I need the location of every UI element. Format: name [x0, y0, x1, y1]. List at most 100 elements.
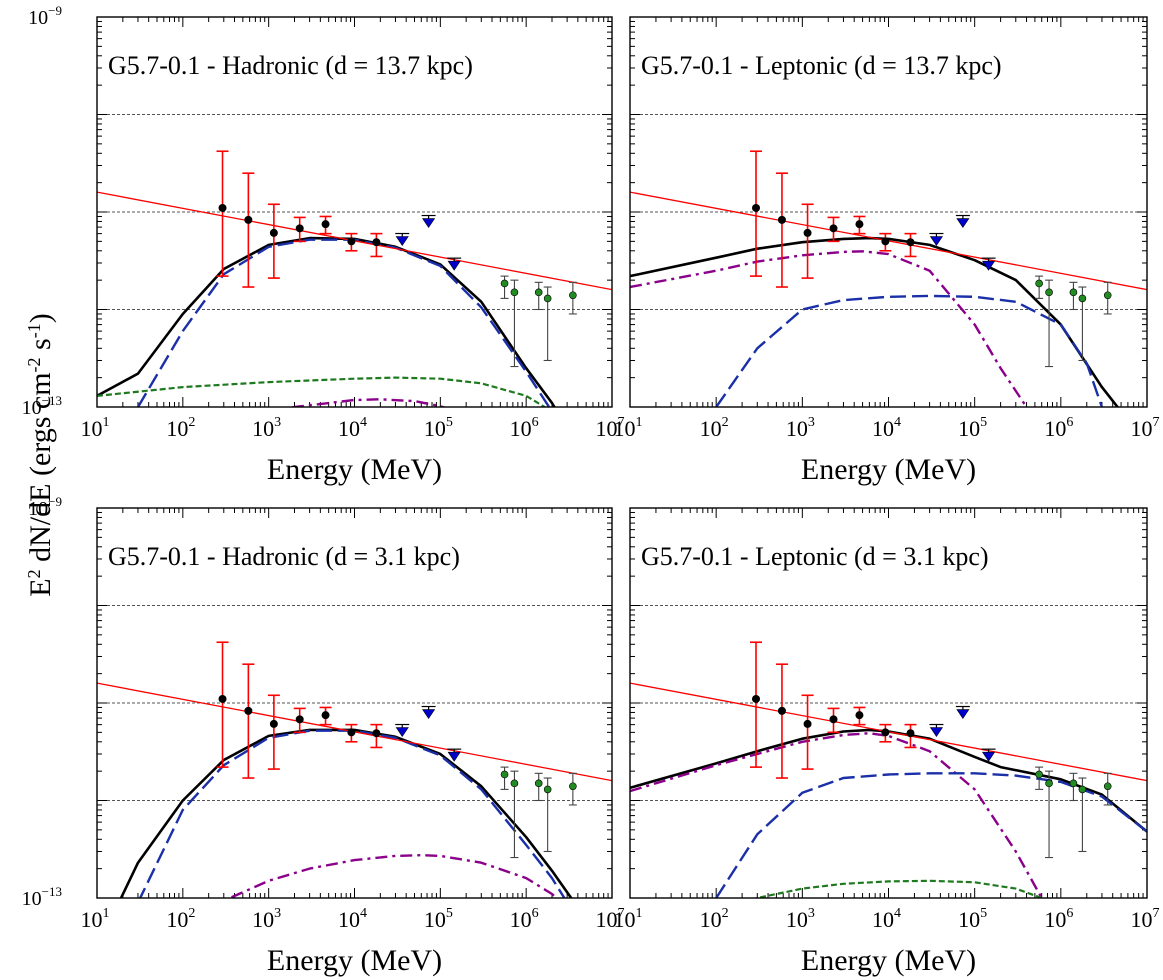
- y-tick-label: 10−9: [28, 3, 62, 29]
- chart-panel-2: G5.7-0.1 - Leptonic (d = 13.7 kpc) 101 102…: [614, 16, 1160, 486]
- x-tick-label: 107: [1131, 906, 1160, 932]
- x-tick-label: 104: [872, 415, 901, 441]
- upper-limit-marker: [447, 260, 461, 271]
- data-point: [1078, 785, 1087, 794]
- x-axis-label: Energy (MeV): [267, 453, 442, 486]
- x-tick-label: 103: [252, 415, 281, 441]
- data-point: [1035, 279, 1043, 288]
- data-point: [500, 770, 509, 779]
- x-tick-label: 101: [614, 906, 643, 932]
- series-line-pi0: [715, 294, 1104, 407]
- data-point: [829, 224, 838, 233]
- x-tick-label: 106: [1044, 906, 1073, 932]
- x-axis-label: Energy (MeV): [267, 944, 442, 977]
- y-axis-label: E2 dN/dE (ergs cm-2 s-1): [24, 313, 57, 596]
- data-point: [543, 785, 552, 794]
- series-line-total: [630, 236, 1120, 407]
- x-tick-label: 103: [252, 906, 281, 932]
- upper-limit-marker: [447, 751, 461, 762]
- data-point: [855, 220, 864, 229]
- x-tick-label: 101: [614, 415, 643, 441]
- data-point: [1069, 288, 1078, 297]
- x-tick-label: 102: [166, 415, 195, 441]
- chart-title: G5.7-0.1 - Leptonic (d = 13.7 kpc): [641, 51, 1002, 80]
- data-point: [500, 279, 509, 288]
- data-point: [295, 224, 304, 233]
- data-point: [1035, 770, 1043, 779]
- upper-limit-marker: [982, 751, 996, 762]
- series-line-ic: [752, 879, 1043, 898]
- y-tick-label: 10−9: [28, 494, 62, 520]
- data-point: [372, 238, 381, 247]
- series-line-total: [119, 728, 573, 898]
- y-tick-label: 10−13: [22, 393, 62, 419]
- plot-frame: [629, 507, 1148, 899]
- data-point: [881, 237, 890, 246]
- data-point: [510, 288, 519, 297]
- upper-limit-marker: [982, 260, 996, 271]
- chart-title: G5.7-0.1 - Hadronic (d = 13.7 kpc): [108, 51, 473, 80]
- data-point: [1045, 779, 1053, 788]
- plot-frame: [96, 507, 613, 899]
- data-point: [269, 719, 278, 728]
- data-point: [777, 706, 786, 715]
- plot-frame: [96, 16, 613, 408]
- data-point: [321, 220, 330, 229]
- x-tick-label: 102: [166, 906, 195, 932]
- data-point: [347, 728, 356, 737]
- data-point: [752, 203, 761, 212]
- series-line-total: [630, 728, 1147, 833]
- data-point: [752, 694, 761, 703]
- data-point: [510, 779, 519, 788]
- chart-panel-1: G5.7-0.1 - Hadronic (d = 13.7 kpc) 101 102…: [22, 3, 625, 486]
- upper-limit-marker: [929, 236, 943, 247]
- data-point: [372, 729, 381, 738]
- x-tick-label: 105: [958, 906, 987, 932]
- series-line-bremsstrahlung: [630, 732, 1043, 898]
- x-tick-label: 104: [338, 415, 367, 441]
- x-tick-label: 102: [700, 415, 729, 441]
- x-axis-label: Energy (MeV): [801, 944, 976, 977]
- chart-title: G5.7-0.1 - Leptonic (d = 3.1 kpc): [641, 542, 989, 571]
- data-point: [347, 237, 356, 246]
- x-tick-label: 104: [872, 906, 901, 932]
- y-tick-label: 10−13: [22, 884, 62, 910]
- data-point: [321, 711, 330, 720]
- data-point: [218, 694, 227, 703]
- upper-limit-marker: [422, 218, 436, 229]
- x-tick-label: 105: [958, 415, 987, 441]
- data-point: [269, 228, 278, 237]
- data-point: [777, 215, 786, 224]
- data-point: [881, 728, 890, 737]
- data-point: [1103, 782, 1112, 791]
- data-point: [534, 288, 543, 297]
- upper-limit-marker: [395, 727, 409, 738]
- upper-limit-marker: [956, 218, 970, 229]
- x-tick-label: 107: [596, 415, 625, 441]
- x-tick-label: 106: [510, 415, 539, 441]
- x-tick-label: 107: [1131, 415, 1160, 441]
- data-point: [906, 729, 915, 738]
- x-tick-label: 105: [424, 415, 453, 441]
- data-point: [1069, 779, 1078, 788]
- chart-panel-3: G5.7-0.1 - Hadronic (d = 3.1 kpc) 101 102 1…: [22, 494, 625, 977]
- data-point: [1078, 294, 1087, 303]
- data-point: [855, 711, 864, 720]
- x-tick-label: 101: [81, 906, 110, 932]
- x-tick-label: 105: [424, 906, 453, 932]
- x-tick-label: 106: [1044, 415, 1073, 441]
- data-point: [803, 228, 812, 237]
- data-point: [295, 715, 304, 724]
- x-tick-label: 103: [786, 415, 815, 441]
- data-point: [244, 215, 253, 224]
- data-point: [543, 294, 552, 303]
- data-point: [1045, 288, 1053, 297]
- x-tick-label: 107: [596, 906, 625, 932]
- data-point: [218, 203, 227, 212]
- series-line-bremsstrahlung: [226, 854, 559, 898]
- upper-limit-marker: [929, 727, 943, 738]
- chart-title: G5.7-0.1 - Hadronic (d = 3.1 kpc): [108, 542, 460, 571]
- data-point: [803, 719, 812, 728]
- series-line-bremsstrahlung: [287, 398, 447, 407]
